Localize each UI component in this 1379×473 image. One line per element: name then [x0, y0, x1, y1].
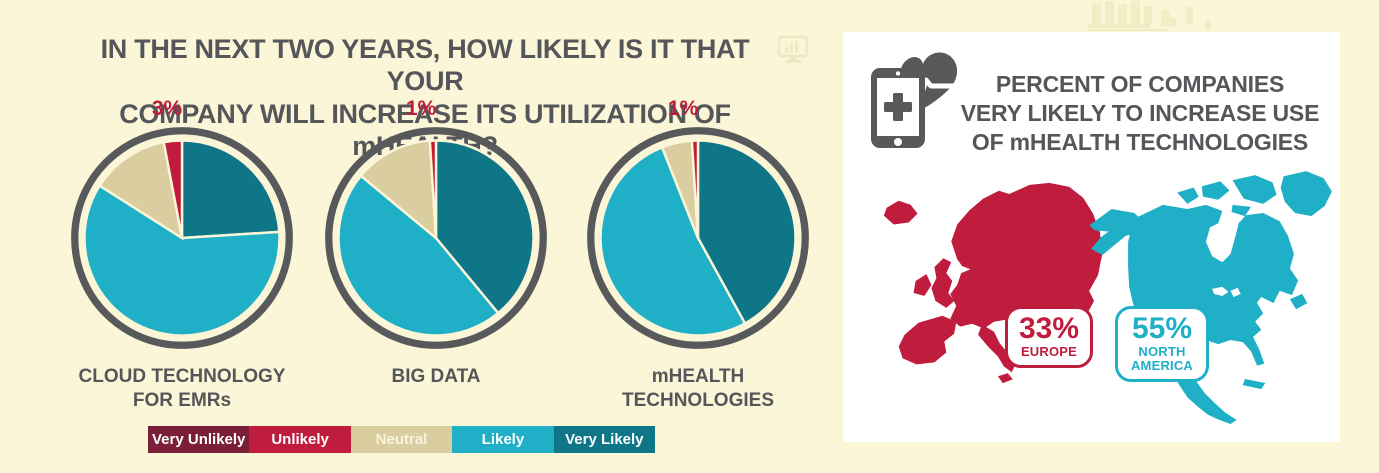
pie-slice-unlikely	[428, 139, 438, 239]
mhealth-phone-heart-icon	[871, 52, 957, 148]
europe-ireland	[913, 274, 932, 296]
north-america-stat-badge: 55% NORTH AMERICA	[1115, 306, 1209, 383]
north-america-label: NORTH AMERICA	[1130, 343, 1194, 373]
north-america-percent: 55%	[1131, 312, 1193, 345]
europe-central	[950, 268, 1023, 329]
na-alaska	[1089, 208, 1145, 256]
pie-slice-very-likely	[180, 139, 281, 240]
card-heading-line2: VERY LIKELY TO INCREASE USE	[960, 100, 1320, 127]
na-greenland	[1280, 171, 1332, 217]
pie-slice-unlikely	[162, 139, 184, 239]
pie-block-cloud-technology: 3% 24%60%13% CLOUD TECHNOLOGY FOR EMRs	[65, 97, 299, 413]
na-great-lakes	[1212, 286, 1229, 296]
pie-outer-ring	[325, 127, 547, 349]
europe-iceland	[883, 200, 918, 225]
pie-caption-cloud-technology: CLOUD TECHNOLOGY FOR EMRs	[78, 366, 286, 411]
pie-slice-likely	[83, 184, 281, 337]
na-arctic-island-4	[1231, 204, 1251, 217]
map-stat-card: PERCENT OF COMPANIES VERY LIKELY TO INCR…	[843, 32, 1340, 442]
na-canada-us	[1128, 204, 1299, 424]
legend-item-very-likely: Very Likely	[553, 426, 656, 453]
europe-sicily	[997, 373, 1013, 384]
pie-svg	[587, 127, 809, 349]
europe-britain	[931, 258, 955, 308]
pie-small-slice-callout: 1%	[405, 97, 437, 120]
europe-italy	[978, 324, 1016, 373]
europe-percent: 33%	[1018, 312, 1080, 345]
europe-stat-badge: 33% EUROPE	[1005, 306, 1093, 368]
page-title-line1: IN THE NEXT TWO YEARS, HOW LIKELY IS IT …	[100, 34, 750, 97]
pie-slice-likely	[599, 145, 747, 337]
pie-chart-mhealth: 42%52%5%	[581, 121, 815, 355]
legend-item-likely: Likely	[452, 426, 554, 453]
pie-block-mhealth: 1% 42%52%5% mHEALTH TECHNOLOGIES	[581, 97, 815, 413]
pie-svg	[71, 127, 293, 349]
north-america-map	[1089, 171, 1332, 424]
pie-slice-likely	[337, 174, 500, 337]
pie-slice-very-likely	[696, 139, 797, 326]
pie-small-slice-callout: 3%	[151, 97, 183, 120]
europe-denmark	[968, 243, 979, 265]
likelihood-legend: Very Unlikely Unlikely Neutral Likely Ve…	[148, 426, 656, 453]
legend-item-neutral: Neutral	[350, 426, 453, 453]
na-great-lakes-2	[1230, 287, 1241, 298]
pie-outer-ring	[587, 127, 809, 349]
europe-iberia	[898, 315, 957, 365]
europe-map	[883, 182, 1102, 384]
card-heading: PERCENT OF COMPANIES VERY LIKELY TO INCR…	[951, 70, 1329, 158]
pie-caption-big-data: BIG DATA	[391, 366, 481, 387]
pie-caption-mhealth: mHEALTH TECHNOLOGIES	[621, 366, 774, 411]
na-arctic-island-2	[1201, 181, 1230, 200]
pie-slice-very-likely	[434, 139, 535, 315]
pie-block-big-data: 1% 39%47%13% BIG DATA	[319, 97, 553, 389]
monitor-watermark-icon	[777, 35, 809, 63]
na-arctic-island-3	[1177, 187, 1199, 204]
card-heading-line3: OF mHEALTH TECHNOLOGIES	[971, 129, 1309, 156]
europe-label: EUROPE	[1020, 343, 1078, 359]
pie-small-slice-callout: 1%	[667, 97, 699, 120]
pie-slice-neutral	[97, 140, 184, 241]
page-title-line2: COMPANY WILL INCREASE ITS UTILIZATION OF…	[119, 98, 731, 161]
pie-svg	[325, 127, 547, 349]
pie-slice-neutral	[359, 139, 438, 241]
pie-chart-cloud-technology: 24%60%13%	[65, 121, 299, 355]
na-cuba	[1242, 378, 1266, 390]
legend-item-very-unlikely: Very Unlikely	[148, 426, 250, 453]
legend-item-unlikely: Unlikely	[249, 426, 351, 453]
card-heading-line1: PERCENT OF COMPANIES	[995, 71, 1285, 97]
europe-scandinavia	[951, 190, 1018, 274]
na-arctic-island-1	[1232, 175, 1277, 204]
page-title: IN THE NEXT TWO YEARS, HOW LIKELY IS IT …	[70, 33, 780, 163]
na-newfoundland	[1289, 293, 1308, 310]
pie-outer-ring	[71, 127, 293, 349]
pie-slice-unlikely	[690, 139, 700, 239]
pie-chart-big-data: 39%47%13%	[319, 121, 553, 355]
